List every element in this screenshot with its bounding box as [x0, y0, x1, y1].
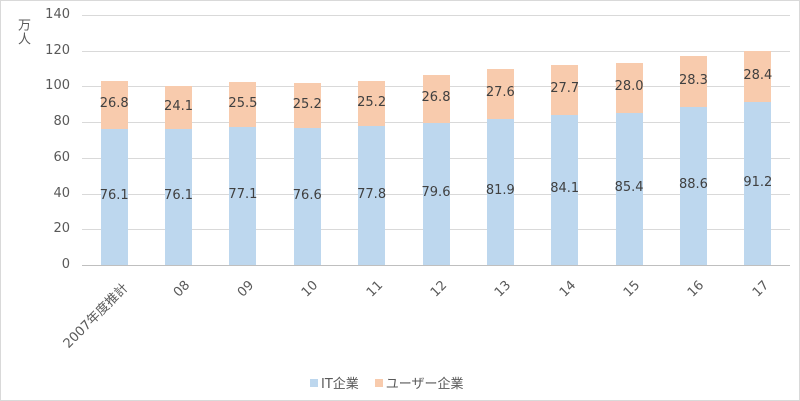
- legend-item-user[interactable]: ユーザー企業: [374, 373, 464, 392]
- data-label: 24.1: [164, 98, 193, 114]
- data-label: 91.2: [743, 174, 773, 190]
- legend-label-user: ユーザー企業: [385, 377, 464, 392]
- data-label: 26.8: [421, 89, 451, 105]
- bar-stack[interactable]: 77.1 25.5: [228, 15, 257, 265]
- y-tick-label: 120: [45, 42, 70, 58]
- bar-segment-user[interactable]: 25.5: [228, 81, 257, 128]
- gridline: [82, 50, 790, 52]
- gridline: [82, 265, 790, 266]
- bar-segment-user[interactable]: 24.1: [164, 86, 193, 130]
- bar-stack[interactable]: 79.6 26.8: [422, 15, 450, 265]
- legend-label-it: IT企業: [321, 377, 359, 392]
- bar-segment-it[interactable]: 76.1: [164, 129, 193, 265]
- data-label: 27.7: [550, 81, 580, 97]
- bar-segment-it[interactable]: 85.4: [615, 112, 644, 265]
- bar-stack[interactable]: 77.8 25.2: [357, 15, 386, 265]
- bar-stack[interactable]: 88.6 28.3: [679, 15, 708, 265]
- y-tick-label: 40: [53, 185, 70, 201]
- data-label: 76.1: [164, 188, 193, 204]
- y-tick-label: 60: [53, 149, 70, 165]
- y-axis-label: 万人: [15, 18, 30, 46]
- legend-item-it[interactable]: IT企業: [310, 373, 359, 392]
- y-tick-label: 0: [61, 257, 70, 272]
- data-label: 25.5: [228, 95, 258, 111]
- bar-stack[interactable]: 76.6 25.2: [293, 15, 322, 265]
- y-tick-label: 100: [45, 78, 70, 94]
- bar-segment-it[interactable]: 76.1: [100, 129, 129, 265]
- data-label: 77.8: [357, 186, 387, 202]
- data-label: 27.6: [485, 85, 515, 101]
- bar-segment-it[interactable]: 88.6: [679, 106, 708, 265]
- bar-stack[interactable]: 85.4 28.0: [615, 15, 644, 265]
- y-tick-label: 20: [53, 221, 70, 237]
- bar-stack[interactable]: 76.1 26.8: [100, 15, 129, 265]
- legend-swatch-user: [374, 378, 383, 387]
- bar-segment-user[interactable]: 27.7: [550, 65, 579, 115]
- bar-segment-user[interactable]: 25.2: [293, 83, 322, 129]
- data-label: 28.0: [614, 78, 644, 94]
- data-label: 79.6: [421, 184, 451, 200]
- bar-segment-it[interactable]: 84.1: [550, 114, 579, 265]
- bar-stack[interactable]: 76.1 24.1: [164, 15, 193, 265]
- data-label: 25.2: [292, 96, 322, 112]
- data-label: 28.3: [678, 72, 708, 88]
- bar-segment-user[interactable]: 25.2: [357, 81, 386, 127]
- y-tick-label: 80: [53, 114, 70, 130]
- data-label: 25.2: [357, 94, 387, 110]
- bar-stack[interactable]: 84.1 27.7: [550, 15, 579, 265]
- bar-segment-user[interactable]: 26.8: [422, 75, 450, 123]
- bar-stack[interactable]: 91.2 28.4: [743, 15, 772, 265]
- legend: IT企業 ユーザー企業: [310, 373, 464, 392]
- bar-segment-it[interactable]: 77.8: [357, 126, 386, 265]
- y-tick-label: 140: [45, 7, 70, 22]
- bar-segment-it[interactable]: 77.1: [228, 127, 257, 265]
- data-label: 84.1: [550, 180, 580, 196]
- data-label: 88.6: [678, 176, 708, 192]
- bar-segment-it[interactable]: 81.9: [486, 118, 515, 265]
- bar-segment-user[interactable]: 27.6: [486, 69, 515, 119]
- bar-segment-user[interactable]: 28.0: [615, 62, 644, 113]
- data-label: 26.8: [99, 96, 129, 112]
- bar-segment-it[interactable]: 91.2: [743, 102, 772, 265]
- legend-swatch-it: [310, 378, 318, 387]
- data-label: 85.4: [614, 179, 644, 195]
- data-label: 76.1: [99, 188, 129, 204]
- gridline: [82, 15, 790, 16]
- bar-segment-it[interactable]: 79.6: [422, 122, 450, 265]
- data-label: 28.4: [743, 67, 773, 83]
- data-label: 76.6: [292, 187, 322, 203]
- bar-stack[interactable]: 81.9 27.6: [486, 15, 515, 265]
- bar-segment-user[interactable]: 28.4: [743, 51, 772, 103]
- data-label: 81.9: [485, 182, 515, 198]
- bar-segment-user[interactable]: 26.8: [100, 81, 129, 130]
- bar-segment-it[interactable]: 76.6: [293, 128, 322, 265]
- bar-segment-user[interactable]: 28.3: [679, 56, 708, 107]
- data-label: 77.1: [228, 187, 258, 203]
- plot-area: 76.1 26.8 76.1 24.1 77.1 25.5 76.6 25.2 77.8 25.2…: [82, 15, 790, 266]
